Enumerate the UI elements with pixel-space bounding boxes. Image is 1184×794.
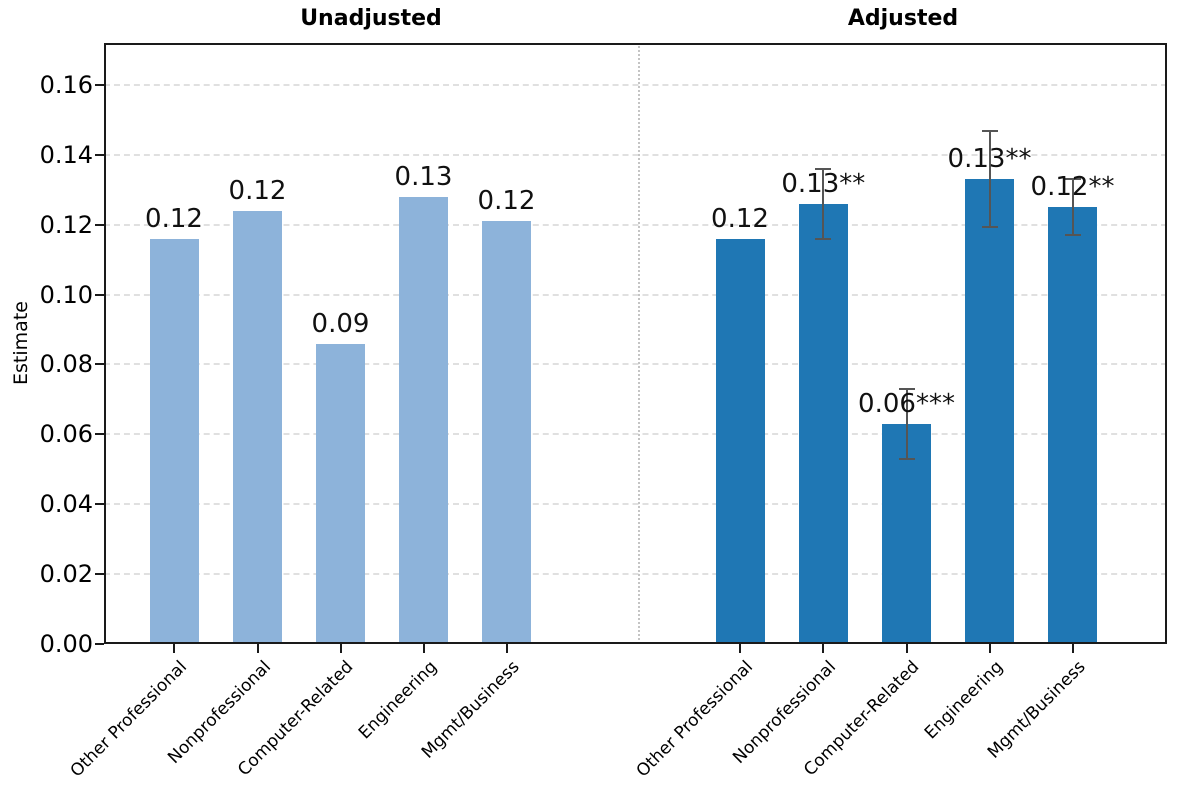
gridline (104, 293, 1167, 296)
bar (1048, 207, 1097, 644)
x-axis-tick (988, 644, 991, 653)
error-bar-line (905, 388, 908, 459)
error-bar-cap-top (898, 387, 915, 390)
bar (399, 196, 448, 644)
bar (233, 210, 282, 644)
y-axis-tick (95, 293, 104, 296)
bar-value-label: 0.12** (1030, 172, 1115, 203)
gridline (104, 153, 1167, 156)
error-bar-cap-top (981, 130, 998, 133)
x-axis-tick (739, 644, 741, 653)
bar (316, 343, 365, 644)
x-axis-tick (422, 644, 425, 653)
y-axis-tick (95, 363, 104, 366)
bar-value-label: 0.12 (477, 186, 536, 217)
y-tick-label: 0.00 (39, 630, 93, 658)
y-tick-label: 0.16 (39, 70, 93, 99)
bar (149, 238, 199, 644)
y-axis-tick (95, 83, 104, 86)
x-tick-label: Engineering (920, 657, 1007, 744)
gridline (104, 433, 1167, 436)
bar (965, 179, 1014, 644)
x-axis-tick (505, 644, 508, 653)
error-bar-cap-top (1064, 178, 1081, 181)
y-tick-label: 0.14 (39, 140, 93, 169)
x-axis-tick (822, 644, 825, 653)
error-bar-line (1071, 179, 1074, 236)
bar (715, 238, 765, 644)
y-axis-tick (95, 433, 104, 436)
bar-value-label: 0.09 (311, 308, 370, 339)
bar-value-label: 0.13** (781, 168, 866, 199)
y-tick-label: 0.06 (39, 420, 93, 449)
x-axis-tick (905, 644, 908, 653)
x-axis-tick (339, 644, 342, 653)
panel-title-adjusted: Adjusted (847, 6, 959, 31)
y-tick-label: 0.08 (39, 350, 93, 379)
bar-value-label: 0.12 (145, 203, 203, 234)
bar-value-label: 0.12 (228, 175, 287, 206)
panel-divider-line (638, 43, 640, 644)
error-bar-cap-bottom (1064, 234, 1081, 237)
gridline (104, 573, 1167, 576)
y-tick-label: 0.02 (39, 560, 93, 589)
bar (482, 221, 531, 644)
bar (798, 203, 848, 644)
y-axis-tick (95, 153, 104, 156)
error-bar-cap-top (815, 167, 832, 170)
error-bar-cap-bottom (898, 457, 915, 460)
bar-value-label: 0.12 (711, 203, 769, 234)
x-axis-tick (1071, 644, 1074, 653)
x-axis-tick (256, 644, 259, 653)
y-axis-label: Estimate (10, 301, 32, 385)
y-axis-tick (95, 503, 104, 506)
error-bar-line (988, 131, 991, 228)
y-axis-tick (95, 643, 104, 645)
x-tick-label: Engineering (354, 657, 441, 744)
bar (882, 423, 931, 644)
error-bar-line (822, 168, 825, 239)
y-tick-label: 0.04 (39, 490, 93, 519)
error-bar-cap-bottom (981, 226, 998, 229)
bar-value-label: 0.06*** (858, 388, 955, 419)
y-tick-label: 0.12 (39, 210, 93, 239)
error-bar-cap-bottom (815, 237, 832, 240)
plot-area: 0.00 0.02 0.04 0.06 0.08 0.10 0.12 0.14 0.16 0.12… (40, 43, 1167, 781)
gridline (104, 223, 1167, 226)
gridline (104, 503, 1167, 506)
gridline (104, 363, 1167, 366)
y-tick-label: 0.10 (39, 280, 93, 309)
x-axis-tick (173, 644, 175, 653)
panel-title-unadjusted: Unadjusted (300, 6, 442, 31)
gridline (104, 83, 1167, 86)
y-axis-tick (95, 223, 104, 226)
bar-value-label: 0.13 (394, 161, 453, 192)
y-axis-tick (95, 573, 104, 576)
bar-value-label: 0.13** (947, 144, 1032, 175)
